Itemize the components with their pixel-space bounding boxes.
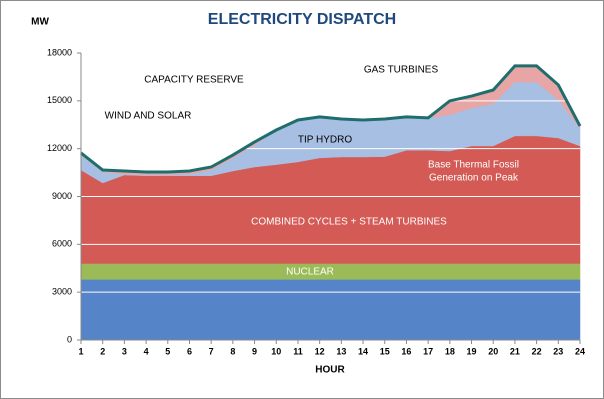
x-tick-label: 9 [252, 346, 257, 356]
x-tick-label: 1 [78, 346, 83, 356]
outline [80, 64, 582, 174]
x-tick-label: 2 [100, 346, 105, 356]
x-axis-label: HOUR [315, 365, 345, 376]
y-tick-label: 12000 [47, 143, 72, 153]
annotation: CAPACITY RESERVE [144, 75, 244, 86]
x-tick-label: 22 [532, 346, 542, 356]
annotation: GAS TURBINES [364, 65, 439, 76]
y-axis-label: MW [31, 17, 49, 28]
x-tick-label: 16 [401, 346, 411, 356]
area [80, 279, 581, 341]
chart-title: ELECTRICITY DISPATCH [208, 11, 396, 28]
x-tick-label: 7 [209, 346, 214, 356]
x-tick-label: 3 [122, 346, 127, 356]
y-tick-label: 3000 [52, 287, 72, 297]
annotation: WIND AND SOLAR [105, 111, 192, 122]
annotation: COMBINED CYCLES + STEAM TURBINES [251, 217, 447, 228]
y-tick-label: 15000 [47, 95, 72, 105]
x-tick-label: 4 [144, 346, 149, 356]
x-tick-label: 10 [271, 346, 281, 356]
x-tick-label: 13 [336, 346, 346, 356]
x-tick-label: 17 [423, 346, 433, 356]
x-tick-label: 12 [315, 346, 325, 356]
y-tick-label: 6000 [52, 239, 72, 249]
x-tick-label: 19 [467, 346, 477, 356]
x-tick-label: 24 [575, 346, 585, 356]
x-tick-label: 18 [445, 346, 455, 356]
y-tick-label: 9000 [52, 191, 72, 201]
annotation: TIP HYDRO [298, 135, 352, 146]
annotation: NUCLEAR [286, 267, 334, 278]
x-tick-label: 20 [488, 346, 498, 356]
x-tick-label: 23 [553, 346, 563, 356]
x-tick-label: 8 [230, 346, 235, 356]
annotation: Generation on Peak [429, 173, 519, 184]
x-tick-label: 6 [187, 346, 192, 356]
y-tick-label: 18000 [47, 47, 72, 57]
x-tick-label: 14 [358, 346, 368, 356]
y-tick-label: 0 [67, 334, 72, 344]
x-tick-label: 5 [165, 346, 170, 356]
annotation: Base Thermal Fossil [428, 160, 519, 171]
x-tick-label: 21 [510, 346, 520, 356]
x-tick-label: 11 [293, 346, 303, 356]
x-tick-label: 15 [380, 346, 390, 356]
